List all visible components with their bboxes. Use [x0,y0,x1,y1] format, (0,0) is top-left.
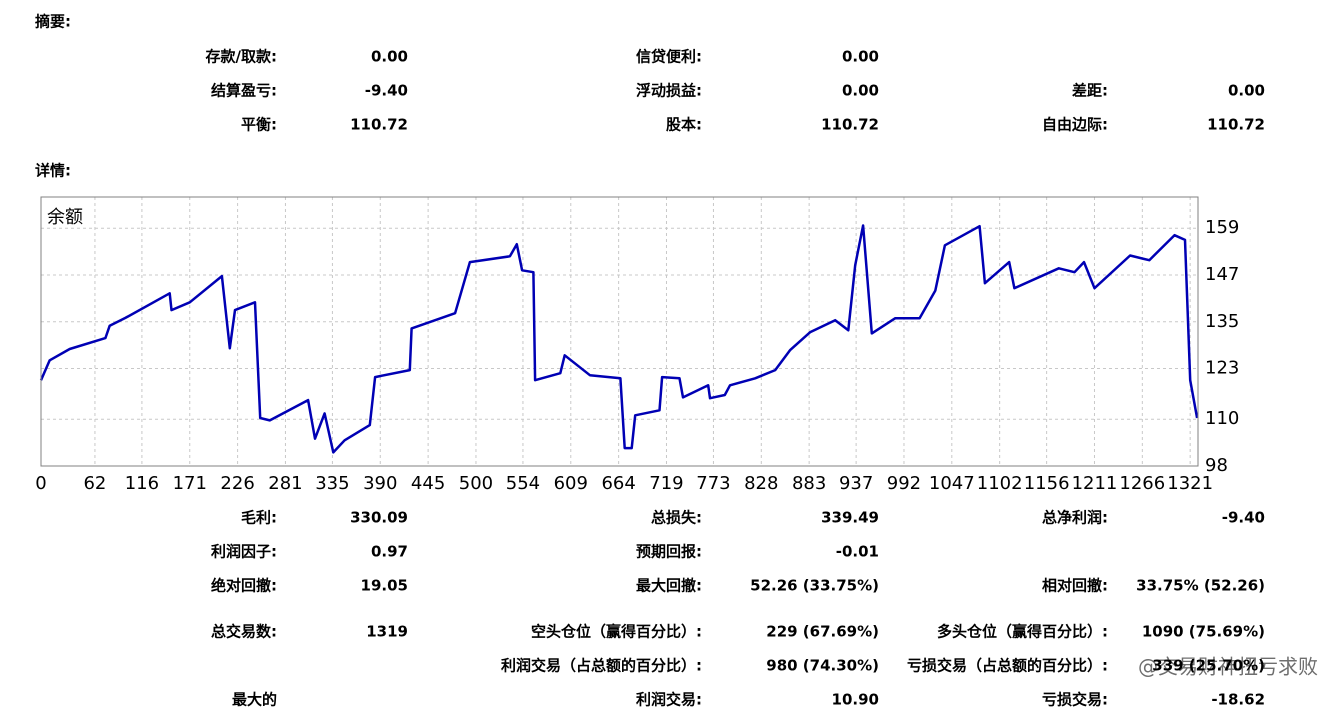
chart-title: 余额 [47,207,83,228]
x-tick-label: 1156 [1024,473,1070,494]
x-tick-label: 500 [459,473,493,494]
field-label: 股本: [666,116,702,134]
field-value: 0.00 [371,48,408,66]
field-value: 110.72 [1207,116,1265,134]
field-label: 总损失: [651,509,702,527]
x-tick-label: 226 [220,473,254,494]
x-tick-label: 937 [839,473,873,494]
x-tick-label: 116 [125,473,159,494]
field-label: 平衡: [241,116,277,134]
field-label: 利润交易: [636,691,702,709]
field-label: 多头仓位（赢得百分比）: [937,623,1108,641]
field-label: 结算盈亏: [211,82,277,100]
field-value: 229 (67.69%) [766,623,879,641]
field-value: -0.01 [836,543,879,561]
field-label: 预期回报: [636,543,702,561]
y-tick-label: 147 [1205,264,1239,285]
x-tick-label: 1047 [929,473,975,494]
field-label: 信贷便利: [636,48,702,66]
field-value: 980 (74.30%) [766,657,879,675]
x-tick-label: 335 [315,473,349,494]
field-value: 1319 [366,623,408,641]
field-label: 自由边际: [1042,116,1108,134]
field-value: 0.00 [1228,82,1265,100]
x-tick-label: 828 [744,473,778,494]
section-title: 详情: [35,162,71,180]
x-tick-label: 992 [887,473,921,494]
field-value: -18.62 [1211,691,1265,709]
field-label: 毛利: [241,509,277,527]
x-tick-label: 390 [363,473,397,494]
field-label: 总交易数: [211,623,277,641]
field-value: 110.72 [821,116,879,134]
x-tick-label: 281 [268,473,302,494]
plot-frame [40,196,1199,467]
field-label: 绝对回撤: [211,577,277,595]
field-value: 52.26 (33.75%) [750,577,879,595]
field-value: 110.72 [350,116,408,134]
field-value: 339.49 [821,509,879,527]
field-label: 利润交易（占总额的百分比）: [501,657,702,675]
field-label: 总净利润: [1042,509,1108,527]
balance-line [39,224,1199,454]
field-label: 亏损交易（占总额的百分比）: [907,657,1108,675]
x-tick-label: 773 [696,473,730,494]
x-tick-label: 171 [173,473,207,494]
x-tick-label: 62 [83,473,106,494]
field-value: 33.75% (52.26) [1136,577,1265,595]
x-tick-label: 0 [35,473,46,494]
field-label: 最大的 [232,691,277,709]
field-value: 1090 (75.69%) [1142,623,1265,641]
x-tick-label: 554 [506,473,540,494]
x-tick-label: 883 [792,473,826,494]
y-tick-label: 135 [1205,311,1239,332]
y-tick-label: 159 [1205,217,1239,238]
field-label: 浮动损益: [636,82,702,100]
field-label: 相对回撤: [1042,577,1108,595]
x-tick-label: 445 [411,473,445,494]
field-value: 330.09 [350,509,408,527]
y-tick-label: 98 [1205,455,1228,476]
x-tick-label: 719 [649,473,683,494]
field-value: 10.90 [832,691,879,709]
field-label: 存款/取款: [206,48,277,66]
plot-border [40,196,1199,467]
field-value: 19.05 [361,577,408,595]
field-value: 0.00 [842,48,879,66]
field-label: 亏损交易: [1042,691,1108,709]
x-tick-label: 609 [554,473,588,494]
field-value: 0.00 [842,82,879,100]
field-label: 空头仓位（赢得百分比）: [531,623,702,641]
field-label: 差距: [1072,82,1108,100]
x-tick-label: 1102 [977,473,1023,494]
watermark: @交易财神扭亏求败 [1138,655,1318,679]
x-tick-label: 1211 [1072,473,1118,494]
field-value: -9.40 [1222,509,1265,527]
x-tick-label: 1266 [1119,473,1165,494]
field-label: 最大回撤: [636,577,702,595]
x-tick-label: 664 [601,473,635,494]
field-value: 0.97 [371,543,408,561]
x-tick-label: 1321 [1167,473,1213,494]
field-value: 339 (25.70%) [1152,657,1265,675]
field-value: -9.40 [365,82,408,100]
y-tick-label: 110 [1205,408,1239,429]
field-label: 利润因子: [211,543,277,561]
y-tick-label: 123 [1205,358,1239,379]
section-title: 摘要: [35,13,71,31]
